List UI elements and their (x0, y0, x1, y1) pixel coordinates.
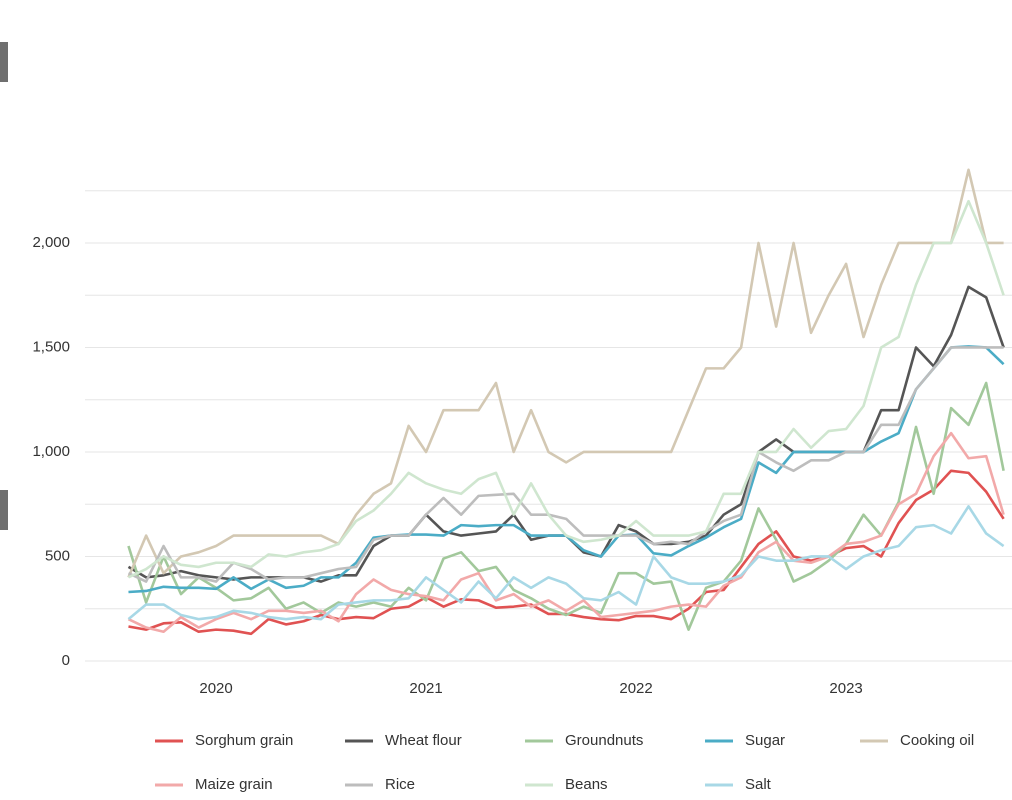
legend-label: Groundnuts (565, 732, 643, 749)
plot-area (127, 168, 1005, 636)
series-line (127, 431, 1005, 634)
legend-label: Beans (565, 776, 608, 793)
series-line (128, 345, 1005, 594)
x-tick-label: 2021 (409, 680, 442, 697)
y-tick-label: 1,500 (32, 338, 70, 355)
x-tick-label: 2020 (199, 680, 232, 697)
sidebar-fragment (0, 490, 8, 530)
legend-label: Sugar (745, 732, 785, 749)
legend-label: Rice (385, 776, 415, 793)
series-line (127, 381, 1005, 631)
sidebar-fragment (0, 42, 8, 82)
legend-label: Maize grain (195, 776, 273, 793)
y-tick-label: 1,000 (32, 443, 70, 460)
y-tick-label: 500 (45, 547, 70, 564)
y-tick-label: 0 (62, 652, 70, 669)
series-line (127, 346, 1004, 583)
legend-label: Cooking oil (900, 732, 974, 749)
grid: 0 500 1,000 1,500 2,000 2020 2021 2022 2023 (32, 190, 1012, 697)
series-line (127, 199, 1005, 579)
legend: Sorghum grain Wheat flour Groundnuts Sugar C… (155, 732, 974, 793)
series-line (127, 168, 1004, 578)
legend-label: Wheat flour (385, 732, 462, 749)
y-tick-label: 2,000 (32, 234, 70, 251)
legend-label: Salt (745, 776, 772, 793)
x-tick-label: 2023 (829, 680, 862, 697)
series-line (127, 505, 1005, 621)
x-tick-label: 2022 (619, 680, 652, 697)
legend-label: Sorghum grain (195, 732, 293, 749)
